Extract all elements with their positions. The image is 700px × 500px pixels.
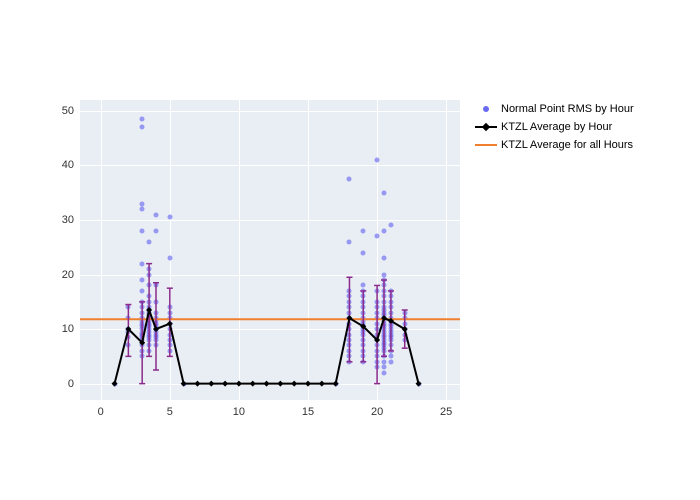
avg-line-marker xyxy=(153,326,159,332)
x-tick-label: 20 xyxy=(371,406,383,418)
avg-line-marker xyxy=(181,381,187,387)
legend-dot-icon xyxy=(483,106,489,112)
avg-line-marker xyxy=(112,381,118,387)
legend-label-scatter: Normal Point RMS by Hour xyxy=(501,103,634,115)
avg-line-marker xyxy=(319,381,325,387)
y-tick-label: 50 xyxy=(52,105,74,117)
x-tick-label: 5 xyxy=(167,406,173,418)
avg-line-marker xyxy=(236,381,242,387)
avg-line-marker xyxy=(381,315,387,321)
legend-item-scatter: Normal Point RMS by Hour xyxy=(475,100,634,118)
legend-item-avg-hour: KTZL Average by Hour xyxy=(475,118,634,136)
legend-line-icon xyxy=(475,144,497,146)
y-tick-label: 0 xyxy=(52,378,74,390)
avg-line-marker xyxy=(222,381,228,387)
legend-label-avg-hour: KTZL Average by Hour xyxy=(501,121,612,133)
legend-label-avg-all: KTZL Average for all Hours xyxy=(501,139,633,151)
y-tick-label: 40 xyxy=(52,159,74,171)
legend-item-avg-all: KTZL Average for all Hours xyxy=(475,136,634,154)
x-tick-label: 15 xyxy=(302,406,314,418)
y-tick-label: 10 xyxy=(52,323,74,335)
avg-line-marker xyxy=(250,381,256,387)
avg-line-marker xyxy=(416,381,422,387)
avg-line-marker xyxy=(291,381,297,387)
avg-line-marker xyxy=(208,381,214,387)
x-tick-label: 25 xyxy=(440,406,452,418)
x-tick-label: 10 xyxy=(233,406,245,418)
avg-line-marker xyxy=(277,381,283,387)
avg-line-marker xyxy=(305,381,311,387)
avg-by-hour-line xyxy=(115,310,419,384)
avg-line-marker xyxy=(264,381,270,387)
chart-overlay xyxy=(0,0,700,500)
legend-line-marker-icon xyxy=(475,126,497,128)
avg-line-marker xyxy=(333,381,339,387)
chart-legend: Normal Point RMS by Hour KTZL Average by… xyxy=(475,100,634,154)
avg-line-marker xyxy=(146,307,152,313)
avg-line-marker xyxy=(194,381,200,387)
y-tick-label: 30 xyxy=(52,214,74,226)
y-tick-label: 20 xyxy=(52,269,74,281)
x-tick-label: 0 xyxy=(98,406,104,418)
avg-line-marker xyxy=(167,321,173,327)
